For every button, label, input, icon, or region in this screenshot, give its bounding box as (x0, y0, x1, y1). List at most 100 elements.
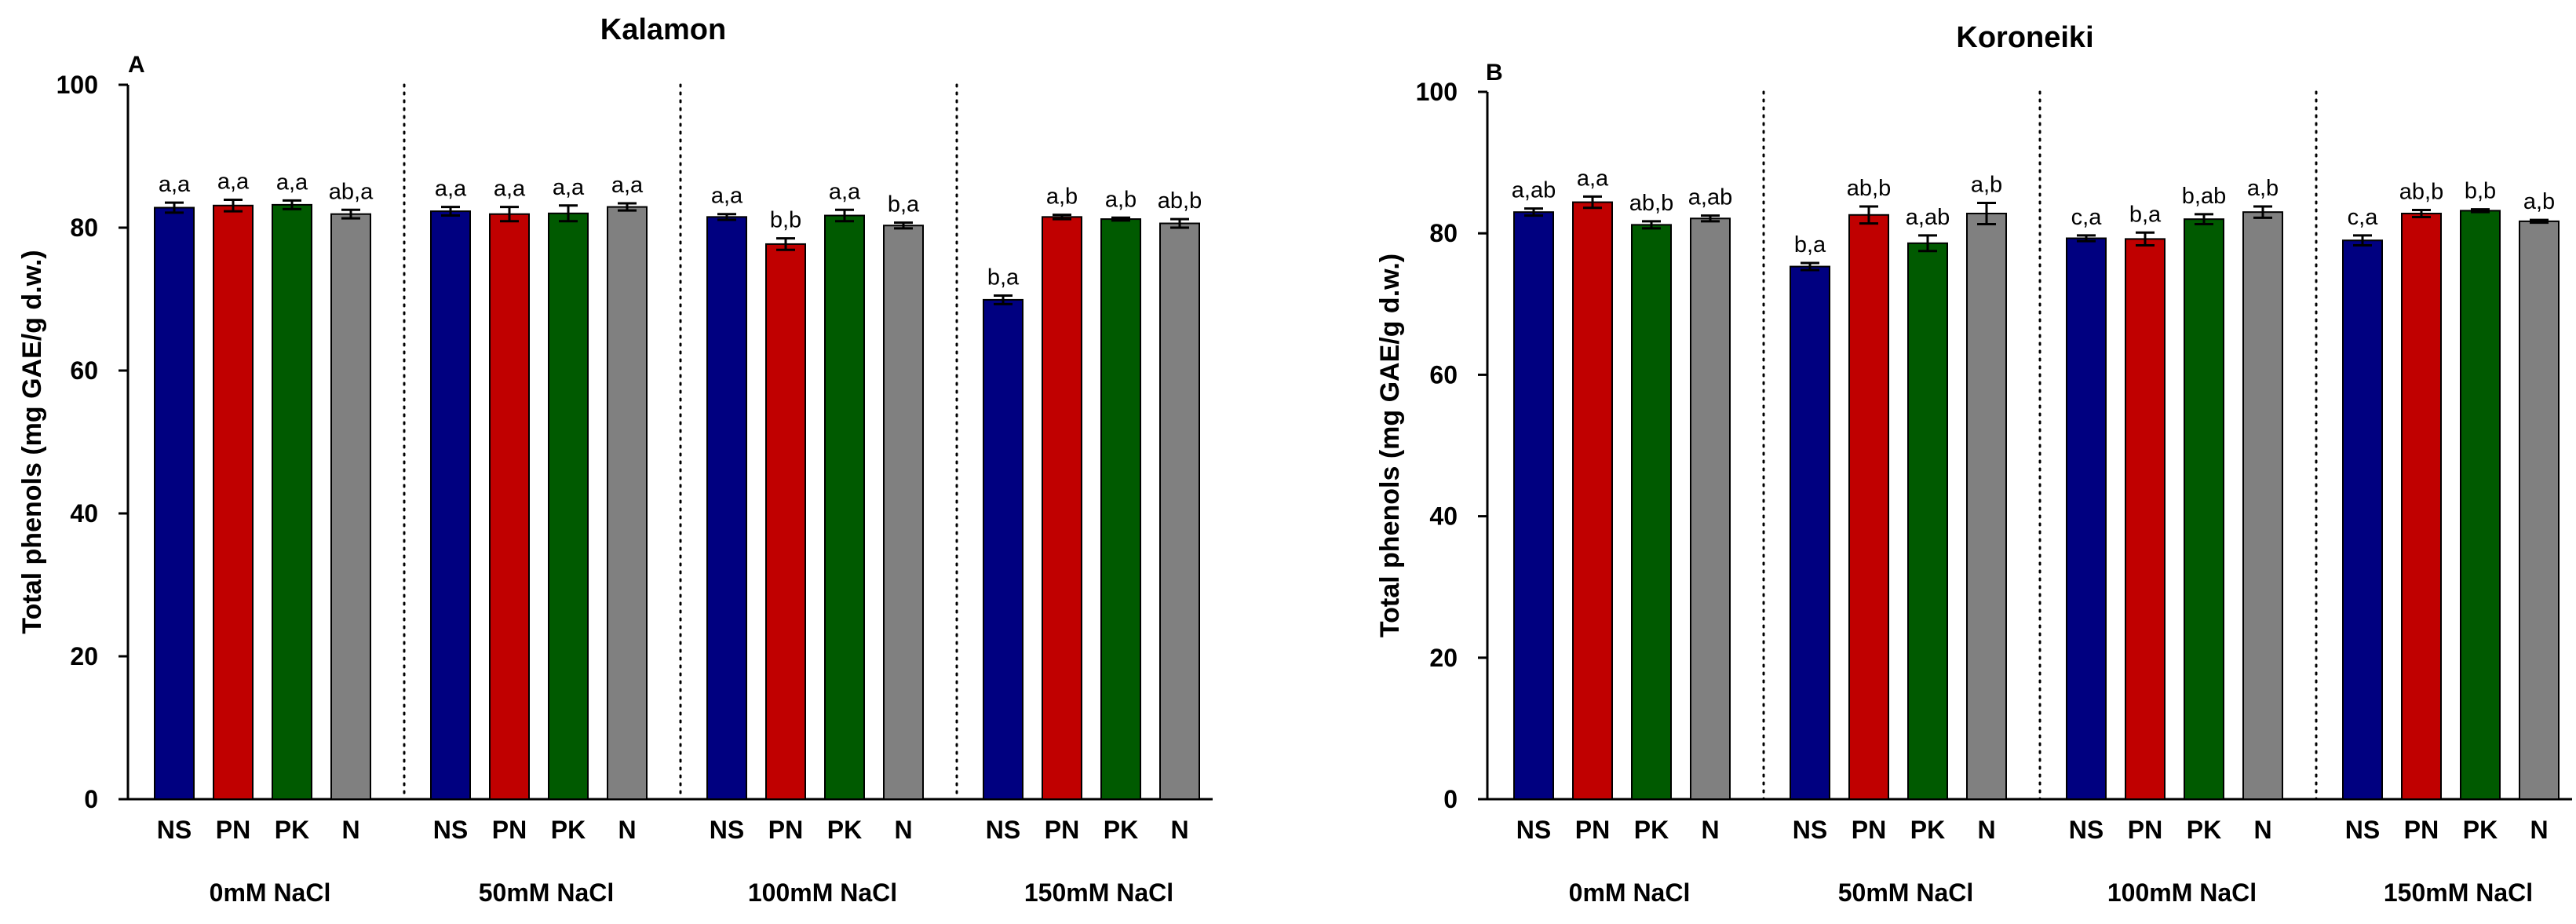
koroneiki-significance-label: ab,b (1629, 191, 1673, 216)
kalamon-significance-label: b,b (770, 208, 801, 233)
kalamon-significance-label: a,a (711, 184, 743, 209)
koroneiki-bar (2184, 218, 2224, 800)
kalamon-x-tick-label: N (1170, 816, 1188, 844)
koroneiki-panel-label: B (1486, 60, 1503, 86)
kalamon-x-tick-label: PN (1045, 816, 1079, 844)
kalamon-x-tick-label: N (894, 816, 912, 844)
koroneiki-significance-label: a,b (2247, 176, 2279, 201)
kalamon-bar (883, 225, 924, 800)
koroneiki-y-tick-label: 0 (1443, 785, 1458, 813)
kalamon-significance-label: ab,b (1158, 188, 1202, 214)
koroneiki-x-tick-label: NS (2069, 816, 2103, 844)
koroneiki-bar (1572, 201, 1613, 800)
koroneiki-y-tick-label: 20 (1429, 644, 1458, 672)
koroneiki-significance-label: ab,b (2399, 179, 2443, 204)
kalamon-significance-label: ab,a (329, 179, 374, 204)
koroneiki-significance-label: a,ab (1512, 178, 1556, 203)
kalamon-y-axis-label: Total phenols (mg GAE/g d.w.) (17, 250, 47, 634)
kalamon-bar (1100, 218, 1141, 800)
koroneiki-significance-label: a,b (1971, 172, 2002, 197)
koroneiki-significance-label: b,ab (2182, 184, 2226, 209)
kalamon-significance-label: a,b (1105, 187, 1137, 212)
koroneiki-significance-label: c,a (2348, 205, 2379, 230)
kalamon-group-label: 150mM NaCl (1024, 878, 1173, 907)
koroneiki-bar (2342, 239, 2383, 800)
koroneiki-bar (1848, 214, 1889, 800)
kalamon-x-tick-label: N (341, 816, 359, 844)
koroneiki-bar (1790, 265, 1830, 800)
koroneiki-significance-label: a,ab (1688, 185, 1732, 210)
kalamon-bar (765, 243, 806, 800)
kalamon-x-tick-label: PK (1104, 816, 1138, 844)
kalamon-y-tick-label: 80 (70, 214, 98, 242)
kalamon-significance-label: a,a (276, 170, 308, 195)
koroneiki-group-label: 150mM NaCl (2384, 878, 2533, 907)
kalamon-x-tick-label: NS (157, 816, 192, 844)
kalamon-x-tick-label: NS (433, 816, 468, 844)
kalamon-significance-label: b,a (888, 192, 920, 217)
koroneiki-bar (1513, 211, 1554, 801)
koroneiki-x-tick-label: PK (2463, 816, 2498, 844)
kalamon-bar (983, 298, 1023, 801)
koroneiki-significance-label: a,a (1577, 166, 1609, 191)
kalamon-x-tick-label: N (618, 816, 636, 844)
kalamon-y-tick-label: 20 (70, 642, 98, 670)
kalamon-y-tick-label: 100 (57, 71, 98, 99)
koroneiki-x-tick-label: N (2530, 816, 2548, 844)
kalamon-bar (272, 203, 312, 800)
koroneiki-significance-label: a,ab (1906, 205, 1950, 230)
kalamon-bar (213, 204, 254, 801)
kalamon-group-label: 50mM NaCl (479, 878, 615, 907)
koroneiki-bar (2066, 237, 2107, 800)
kalamon-bar (489, 213, 530, 800)
koroneiki-y-tick-label: 80 (1429, 219, 1458, 247)
kalamon-x-tick-label: PK (551, 816, 586, 844)
koroneiki-x-tick-label: PN (2404, 816, 2439, 844)
kalamon-x-tick-label: PK (827, 816, 862, 844)
koroneiki-bar (2519, 220, 2560, 800)
kalamon-bar (1159, 222, 1200, 801)
kalamon-chart-title: Kalamon (600, 13, 726, 46)
koroneiki-group-label: 100mM NaCl (2107, 878, 2257, 907)
kalamon-significance-label: a,a (494, 177, 526, 202)
koroneiki-significance-label: b,a (2129, 202, 2162, 227)
kalamon-significance-label: a,a (829, 179, 861, 204)
koroneiki-bar (1966, 212, 2007, 800)
koroneiki-bar (2125, 238, 2166, 800)
koroneiki-x-tick-label: N (1701, 816, 1719, 844)
koroneiki-x-tick-label: PN (2128, 816, 2162, 844)
koroneiki-significance-label: c,a (2071, 205, 2103, 230)
koroneiki-y-tick-label: 100 (1416, 78, 1458, 106)
koroneiki-x-tick-label: N (1977, 816, 1995, 844)
kalamon-panel-label: A (128, 52, 145, 78)
kalamon-bar (330, 213, 371, 800)
kalamon-bar (154, 206, 195, 800)
koroneiki-significance-label: b,b (2465, 179, 2496, 204)
kalamon-x-tick-label: PN (768, 816, 803, 844)
koroneiki-group-label: 50mM NaCl (1838, 878, 1974, 907)
koroneiki-x-tick-label: PN (1852, 816, 1886, 844)
kalamon-y-tick-label: 0 (84, 785, 98, 813)
koroneiki-group-label: 0mM NaCl (1569, 878, 1691, 907)
koroneiki-x-tick-label: PK (1634, 816, 1669, 844)
kalamon-significance-label: a,a (217, 170, 250, 195)
koroneiki-bar (1631, 224, 1672, 800)
koroneiki-y-tick-label: 40 (1429, 502, 1458, 531)
kalamon-bar (1042, 216, 1082, 801)
koroneiki-significance-label: b,a (1794, 232, 1826, 257)
koroneiki-bar (2242, 211, 2283, 801)
kalamon-significance-label: a,a (611, 173, 644, 198)
koroneiki-bar (1907, 242, 1948, 800)
koroneiki-bar (2460, 210, 2501, 801)
koroneiki-bar (1690, 217, 1731, 800)
kalamon-bar (824, 214, 865, 800)
koroneiki-significance-label: a,b (2523, 189, 2555, 214)
kalamon-x-tick-label: NS (710, 816, 744, 844)
kalamon-significance-label: b,a (987, 265, 1020, 290)
kalamon-bar (706, 216, 747, 801)
kalamon-significance-label: a,b (1046, 184, 1078, 210)
koroneiki-bar (2401, 212, 2442, 800)
kalamon-x-tick-label: NS (986, 816, 1020, 844)
